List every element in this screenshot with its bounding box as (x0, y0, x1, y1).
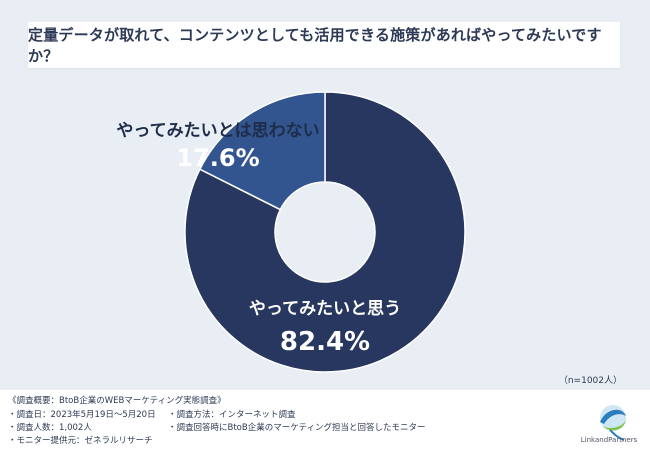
title-box: 定量データが取れて、コンテンツとしても活用できる施策があればやってみたいですか？ (28, 22, 620, 68)
footer-count: ・調査人数：1,002人 (8, 423, 92, 433)
footer-provider: ・モニター提供元：ゼネラルリサーチ (8, 436, 153, 446)
pie-slice-2 (198, 91, 326, 211)
survey-footer: 《調査概要：BtoB企業のWEBマーケティング実態調査》 ・調査日：2023年5… (0, 390, 650, 450)
slice-label-2: やってみたいとは思わない (116, 121, 319, 141)
footer-method: ・調査方法：インターネット調査 (168, 410, 296, 420)
slice-value-label-2: 17.6% (176, 144, 259, 172)
logo-text: LinkandPartners (580, 436, 638, 444)
slice-value-label-1: 82.4% (280, 327, 370, 357)
donut-chart: やってみたいと思う 82.4% やってみたいとは思わない 17.6% (116, 91, 466, 373)
chart-title: 定量データが取れて、コンテンツとしても活用できる施策があればやってみたいですか？ (28, 26, 602, 65)
sample-size-note: （n=1002人） (558, 376, 622, 386)
footer-target: ・調査回答時にBtoB企業のマーケティング担当と回答したモニター (168, 423, 426, 433)
slice-label-1: やってみたいと思う (249, 299, 401, 319)
footer-date: ・調査日：2023年5月19日～5月20日 (8, 410, 156, 420)
globe-swirl-logo-icon (600, 405, 626, 441)
footer-heading: 《調査概要：BtoB企業のWEBマーケティング実態調査》 (8, 396, 226, 406)
pie-slice-1 (184, 91, 466, 373)
